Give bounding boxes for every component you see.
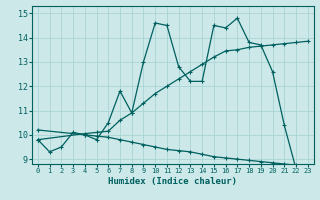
X-axis label: Humidex (Indice chaleur): Humidex (Indice chaleur) bbox=[108, 177, 237, 186]
